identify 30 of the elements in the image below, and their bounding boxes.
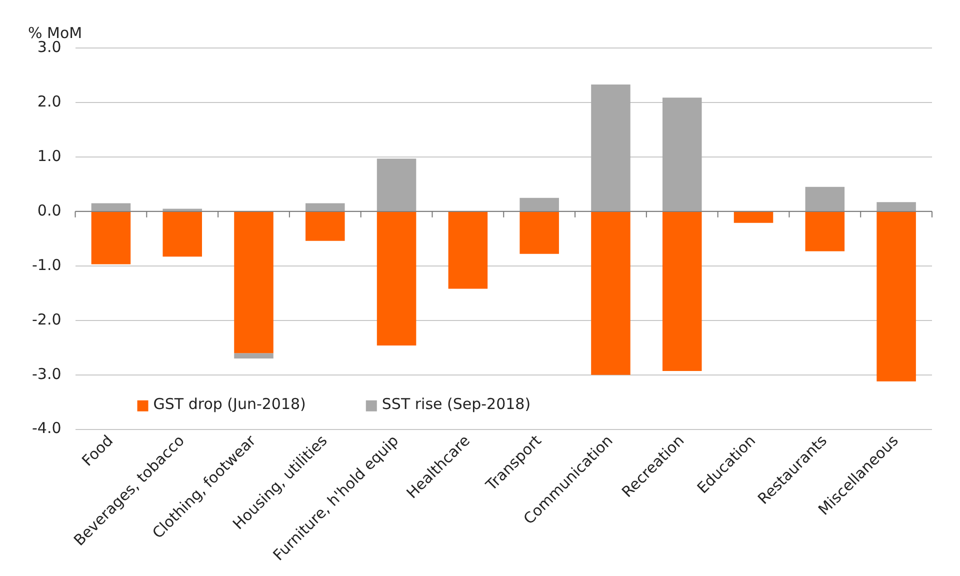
- bar: [520, 198, 559, 211]
- y-tick-label: -2.0: [32, 310, 62, 328]
- bar: [306, 203, 345, 211]
- bar: [306, 212, 345, 241]
- bar: [91, 212, 131, 264]
- y-tick-label: 1.0: [37, 146, 62, 165]
- bar: [805, 212, 845, 252]
- bar: [234, 212, 274, 354]
- bar: [805, 186, 845, 211]
- y-tick-label: -3.0: [32, 364, 62, 383]
- bar: [91, 203, 131, 211]
- bar: [520, 212, 559, 254]
- y-tick-label: 2.0: [37, 92, 62, 110]
- bar: [662, 98, 702, 211]
- y-tick-label: -1.0: [32, 256, 62, 274]
- bar: [448, 212, 488, 289]
- bar: [376, 212, 416, 346]
- bar: [234, 353, 274, 359]
- bar: [876, 212, 916, 382]
- legend-label: SST rise (Sep-2018): [382, 395, 531, 414]
- legend-label: GST drop (Jun-2018): [153, 395, 306, 414]
- bar: [376, 158, 416, 211]
- bar: [591, 212, 630, 375]
- y-tick-label: -4.0: [32, 419, 62, 438]
- bar: [876, 202, 916, 211]
- y-tick-label: 0.0: [37, 201, 62, 220]
- bar: [662, 212, 702, 372]
- bar: [734, 212, 774, 223]
- bar: [162, 212, 202, 257]
- bar: [591, 84, 630, 211]
